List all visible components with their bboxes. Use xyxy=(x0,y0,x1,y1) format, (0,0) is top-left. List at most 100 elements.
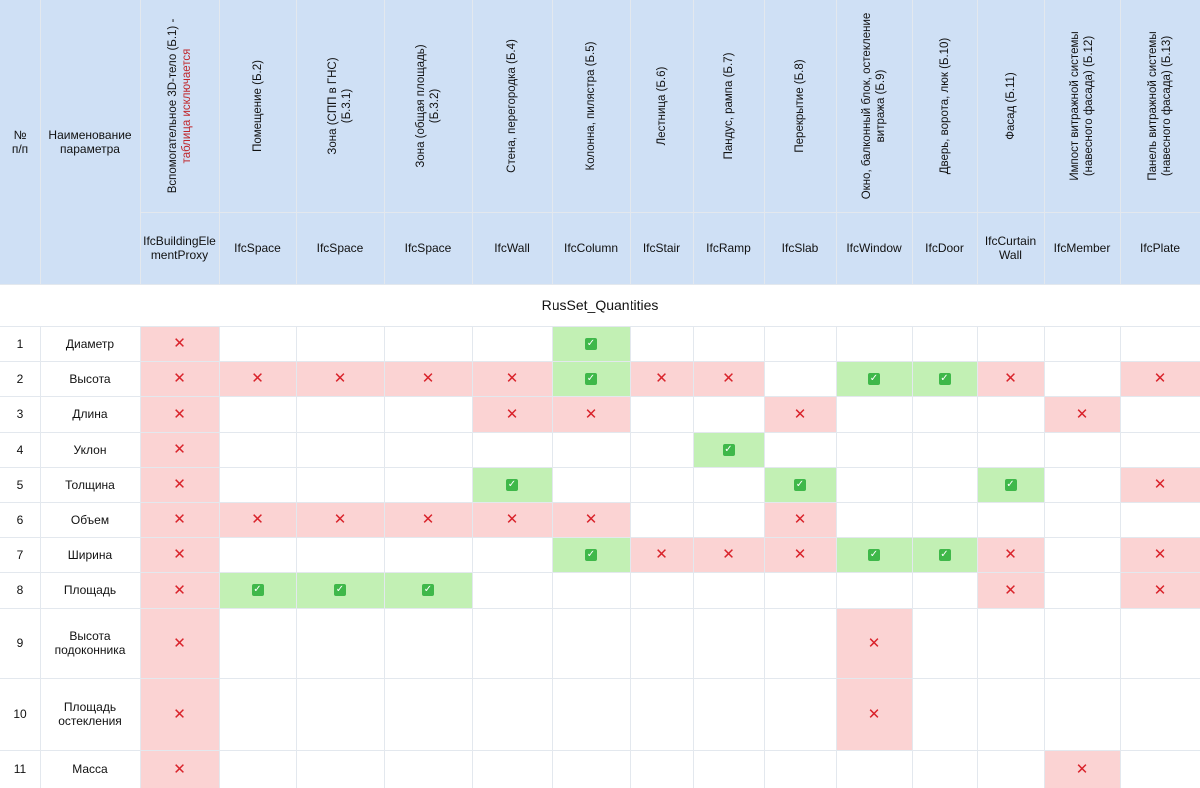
cross-mark-icon: ✕ xyxy=(867,704,881,723)
parameter-name: Ширина xyxy=(67,547,113,562)
column-header-label: Зона (общая площадь) (Б.3.2) xyxy=(414,44,442,167)
matrix-cell: ✓ xyxy=(384,572,472,608)
matrix-cell xyxy=(764,572,836,608)
column-header-line: (навесного фасада) (Б.13) xyxy=(1161,35,1173,177)
row-number: 10 xyxy=(13,707,27,721)
cross-mark-icon: ✕ xyxy=(1075,759,1089,778)
matrix-cell xyxy=(472,750,552,788)
column-header-label: Помещение (Б.2) xyxy=(251,60,265,152)
section-gap xyxy=(912,284,913,326)
parameter-name: Высота подоконника xyxy=(54,629,126,657)
column-divider xyxy=(296,0,297,788)
column-header: Пандус, рампа (Б.7) xyxy=(693,0,764,212)
matrix-cell xyxy=(912,572,977,608)
cross-mark-icon: ✕ xyxy=(173,440,186,458)
matrix-cell xyxy=(630,502,693,537)
matrix-cell xyxy=(552,608,630,678)
column-header-line: Стена, перегородка (Б.4) xyxy=(506,39,518,173)
matrix-cell xyxy=(552,432,630,467)
matrix-cell: ✕ xyxy=(1120,467,1200,502)
matrix-cell xyxy=(977,432,1044,467)
matrix-cell: ✕ xyxy=(140,502,219,537)
check-mark-icon: ✓ xyxy=(938,548,951,561)
matrix-cell xyxy=(764,678,836,750)
matrix-cell: ✕ xyxy=(764,502,836,537)
matrix-cell: ✕ xyxy=(140,572,219,608)
matrix-cell xyxy=(764,432,836,467)
matrix-cell xyxy=(630,396,693,432)
matrix-cell xyxy=(630,678,693,750)
cross-mark-icon: ✕ xyxy=(333,510,347,528)
matrix-cell: ✕ xyxy=(1044,750,1120,788)
parameter-name: Площадь xyxy=(63,583,117,597)
section-gap xyxy=(630,284,631,326)
row-divider xyxy=(0,396,1200,397)
parameter-name: Объем xyxy=(70,512,110,527)
row-number: 7 xyxy=(16,547,24,562)
matrix-cell: ✕ xyxy=(140,432,219,467)
cross-mark-icon: ✕ xyxy=(251,369,264,387)
matrix-cell: ✓ xyxy=(552,361,630,396)
matrix-cell xyxy=(630,608,693,678)
row-divider xyxy=(0,284,1200,285)
column-header-label: Колонна, пилястра (Б.5) xyxy=(584,42,598,171)
column-header-label: Дверь, ворота, люк (Б.10) xyxy=(938,38,952,175)
matrix-cell xyxy=(1044,572,1120,608)
column-header: Колонна, пилястра (Б.5) xyxy=(552,0,630,212)
column-header-label: Окно, балконный блок, остекление витража … xyxy=(860,13,888,200)
check-mark-icon: ✓ xyxy=(585,548,597,561)
check-mark-icon: ✓ xyxy=(585,372,597,385)
parameter-name: Диаметр xyxy=(65,336,115,351)
ifc-class-cell: IfcStair xyxy=(630,212,693,284)
cross-mark-icon: ✕ xyxy=(173,633,186,652)
cross-mark-icon: ✕ xyxy=(722,545,735,563)
matrix-cell xyxy=(472,537,552,572)
matrix-cell xyxy=(1044,678,1120,750)
column-divider xyxy=(1120,0,1121,788)
column-header: Вспомогательное 3D-тело (Б.1) - таблица и… xyxy=(140,0,219,212)
row-number: 2 xyxy=(16,371,24,386)
matrix-cell xyxy=(1120,608,1200,678)
cross-mark-icon: ✕ xyxy=(793,510,807,528)
matrix-cell: ✕ xyxy=(630,361,693,396)
ifc-class-cell: IfcColumn xyxy=(552,212,630,284)
matrix-cell: ✕ xyxy=(977,572,1044,608)
matrix-cell xyxy=(296,326,384,361)
matrix-cell xyxy=(836,750,912,788)
matrix-cell xyxy=(1120,326,1200,361)
cross-mark-icon: ✕ xyxy=(867,633,881,652)
matrix-cell xyxy=(764,326,836,361)
matrix-cell: ✓ xyxy=(836,537,912,572)
matrix-cell xyxy=(384,467,472,502)
matrix-cell xyxy=(836,502,912,537)
check-mark-icon: ✓ xyxy=(334,584,346,596)
matrix-cell: ✕ xyxy=(140,750,219,788)
check-mark-icon: ✓ xyxy=(722,443,735,456)
row-divider xyxy=(0,467,1200,468)
cross-mark-icon: ✕ xyxy=(173,369,186,387)
ifc-class-cell: IfcRamp xyxy=(693,212,764,284)
cross-mark-icon: ✕ xyxy=(173,510,186,528)
matrix-cell xyxy=(552,467,630,502)
matrix-cell xyxy=(472,432,552,467)
parameter-name: Высота xyxy=(69,371,111,386)
matrix-cell: ✕ xyxy=(140,326,219,361)
matrix-cell xyxy=(384,326,472,361)
matrix-cell xyxy=(552,572,630,608)
cross-mark-icon: ✕ xyxy=(1075,404,1089,423)
section-gap xyxy=(219,284,220,326)
cross-mark-icon: ✕ xyxy=(1004,369,1017,387)
column-divider xyxy=(219,0,220,788)
matrix-cell: ✕ xyxy=(472,502,552,537)
matrix-cell xyxy=(764,361,836,396)
matrix-cell xyxy=(977,396,1044,432)
section-gap xyxy=(693,284,694,326)
matrix-cell xyxy=(764,750,836,788)
column-header-line: (Б.3.1) xyxy=(341,88,353,124)
column-header-label: Фасад (Б.11) xyxy=(1004,72,1018,140)
matrix-cell: ✓ xyxy=(693,432,764,467)
ifc-class-cell: IfcMember xyxy=(1044,212,1120,284)
column-header: Дверь, ворота, люк (Б.10) xyxy=(912,0,977,212)
matrix-cell: ✕ xyxy=(764,537,836,572)
section-gap xyxy=(40,284,41,326)
